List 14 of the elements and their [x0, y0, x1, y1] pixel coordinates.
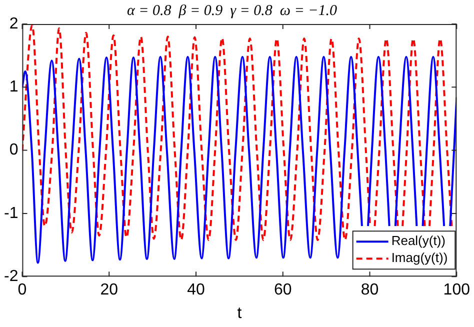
- y-tick-label: -2: [4, 268, 18, 286]
- y-tick-label: 0: [9, 142, 18, 159]
- chart-title: α = 0.8 β = 0.9 γ = 0.8 ω = −1.0: [127, 2, 338, 19]
- x-tick-label: 100: [443, 282, 470, 299]
- y-tick-label: 1: [9, 78, 18, 96]
- legend-label: Imag(y(t)): [391, 250, 448, 266]
- x-axis-title: t: [237, 304, 242, 322]
- x-tick-label: 60: [274, 282, 292, 299]
- y-tick-label: -1: [4, 204, 18, 222]
- legend-label: Real(y(t)): [391, 233, 446, 248]
- x-tick-label: 80: [360, 282, 379, 299]
- x-tick-label: 20: [100, 282, 118, 299]
- y-tick-label: 2: [9, 15, 18, 32]
- x-tick-label: 40: [187, 282, 205, 299]
